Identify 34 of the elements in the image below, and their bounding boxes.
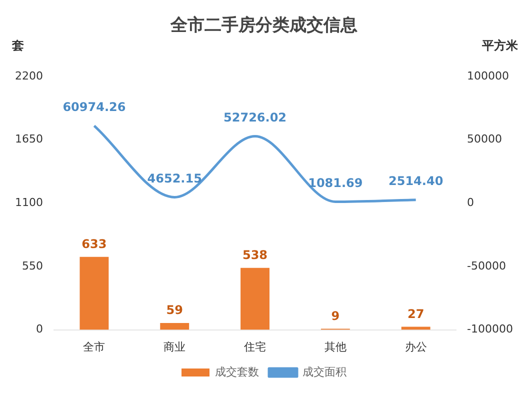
data-label: 27 — [407, 306, 424, 321]
bar — [401, 326, 430, 330]
legend-label: 成交套数 — [215, 365, 259, 378]
x-tick-label: 全市 — [83, 340, 106, 354]
x-tick-label: 其他 — [324, 340, 346, 354]
y2-tick-label: 100000 — [467, 69, 510, 82]
y-tick-label: 2200 — [14, 69, 43, 82]
x-tick-label: 住宅 — [244, 340, 266, 354]
y2-tick-label: 50000 — [467, 132, 502, 146]
data-label: 9 — [331, 308, 340, 323]
y-tick-label: 550 — [22, 259, 43, 272]
chart-title: 全市二手房分类成交信息 — [170, 16, 358, 36]
y2-tick-label: -100000 — [467, 322, 514, 336]
data-label: 60974.26 — [62, 100, 126, 114]
y2-tick-label: 0 — [467, 196, 474, 209]
y2-axis-title: 平方米 — [481, 38, 519, 53]
data-label: 4652.15 — [147, 171, 202, 186]
data-label: 52726.02 — [224, 110, 287, 124]
data-label: 633 — [82, 237, 107, 252]
bar — [80, 256, 109, 330]
y-axis-title: 套 — [11, 38, 24, 53]
legend-label: 成交面积 — [302, 365, 346, 378]
bar — [160, 323, 190, 330]
y-tick-label: 1100 — [14, 196, 43, 209]
data-label: 1081.69 — [308, 176, 363, 190]
bar — [240, 268, 270, 330]
x-tick-label: 办公 — [404, 340, 427, 354]
data-label: 538 — [242, 248, 268, 262]
data-label: 59 — [166, 303, 183, 318]
y-tick-label: 1650 — [14, 132, 43, 146]
y-tick-label: 0 — [36, 322, 43, 336]
x-tick-label: 商业 — [164, 340, 186, 354]
y2-tick-label: -50000 — [467, 259, 506, 272]
data-label: 2514.40 — [388, 174, 444, 188]
